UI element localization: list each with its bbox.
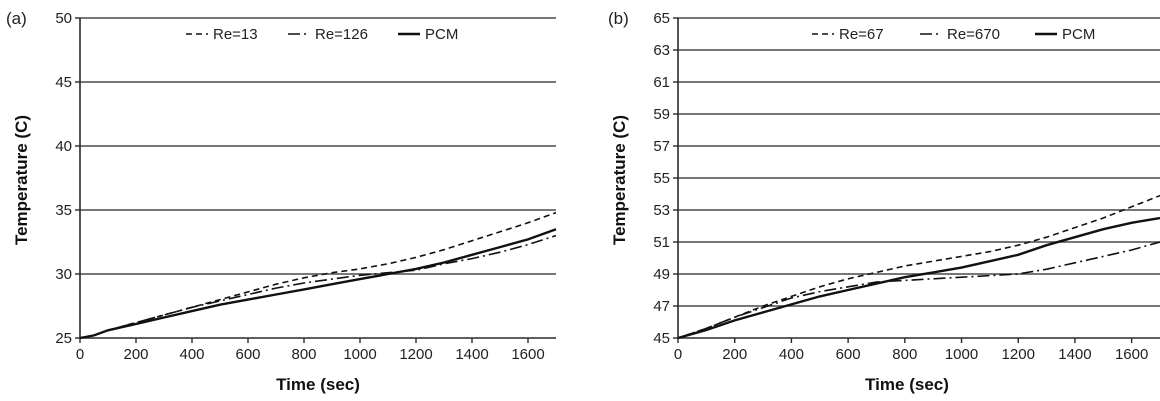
x-tick-label: 1200 [399,346,432,363]
y-tick-label: 25 [55,330,72,347]
x-tick-label: 0 [674,346,682,363]
legend-label: Re=126 [315,26,368,43]
y-tick-label: 63 [653,42,670,59]
x-tick-label: 200 [123,346,148,363]
y-tick-label: 57 [653,138,670,155]
y-tick-label: 30 [55,266,72,283]
series-line-re-13 [79,211,557,339]
y-tick-label: 49 [653,266,670,283]
y-tick-label: 40 [55,138,72,155]
panel-label: (b) [608,9,629,28]
series-line-pcm [677,216,1160,340]
x-tick-label: 800 [291,346,316,363]
x-tick-label: 1400 [1058,346,1091,363]
y-tick-label: 50 [55,10,72,27]
y-tick-label: 59 [653,106,670,123]
series-line-re-126 [79,234,557,339]
chart-panel-a: 25 30 35 40 45 50 0 200 400 600 800 1000 1200 1400 160… [6,9,557,394]
x-tick-label: 800 [892,346,917,363]
series-line-re-670 [677,241,1160,339]
x-tick-label: 400 [179,346,204,363]
legend-label: PCM [1062,26,1095,43]
y-tick-label: 65 [653,10,670,27]
y-tick-label: 45 [55,74,72,91]
chart-panel-b: 45 47 49 51 53 55 57 59 61 63 65 0 200 400 600 800 1000 1… [608,9,1160,394]
x-axis-title: Time (sec) [276,375,360,394]
y-tick-label: 45 [653,330,670,347]
x-tick-label: 400 [779,346,804,363]
y-tick-label: 47 [653,298,670,315]
series-line-re-67 [677,194,1160,339]
x-tick-label: 1000 [343,346,376,363]
legend-label: Re=13 [213,26,258,43]
x-tick-label: 1600 [1115,346,1148,363]
x-tick-label: 600 [836,346,861,363]
y-tick-label: 53 [653,202,670,219]
x-tick-label: 600 [235,346,260,363]
x-tick-label: 200 [722,346,747,363]
x-tick-label: 1400 [455,346,488,363]
y-tick-label: 55 [653,170,670,187]
legend-label: Re=67 [839,26,884,43]
x-axis-title: Time (sec) [865,375,949,394]
legend-label: Re=670 [947,26,1000,43]
series-line-pcm [79,228,557,340]
y-axis-title: Temperature (C) [610,115,629,245]
y-tick-label: 51 [653,234,670,251]
x-tick-label: 1200 [1002,346,1035,363]
y-tick-label: 35 [55,202,72,219]
panel-label: (a) [6,9,27,28]
legend-label: PCM [425,26,458,43]
x-tick-label: 1600 [511,346,544,363]
y-tick-label: 61 [653,74,670,91]
x-tick-label: 1000 [945,346,978,363]
x-tick-label: 0 [76,346,84,363]
y-axis-title: Temperature (C) [12,115,31,245]
